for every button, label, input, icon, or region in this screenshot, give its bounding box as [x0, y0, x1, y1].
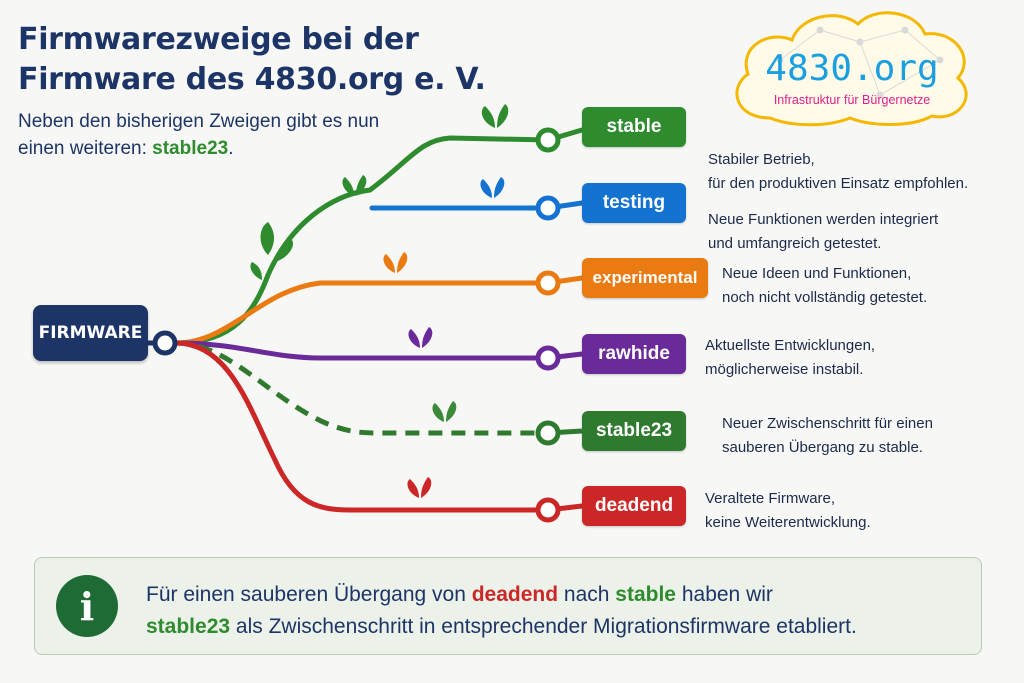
info-highlight-stable23: stable23 [146, 615, 231, 638]
logo-cloud [735, 11, 968, 127]
branch-desc-line: Neue Ideen und Funktionen, [722, 265, 912, 282]
branch-node-experimental [535, 270, 561, 296]
branch-label-deadend: deadend [582, 486, 686, 526]
branch-desc-testing: Neue Funktionen werden integriert und um… [708, 208, 938, 256]
intro-line2-suffix: . [228, 138, 234, 159]
intro-line1: Neben den bisherigen Zweigen gibt es nun [18, 111, 380, 132]
branch-desc-line: sauberen Übergang zu stable. [722, 439, 923, 456]
branch-desc-line: noch nicht vollständig getestet. [722, 289, 928, 306]
intro-highlight-stable23: stable23 [152, 138, 229, 159]
info-highlight-deadend: deadend [471, 583, 559, 606]
branch-node-stable23 [535, 420, 561, 446]
branch-line-rawhide [173, 340, 585, 361]
info-box [34, 557, 982, 655]
branch-desc-line: Aktuellste Entwicklungen, [705, 337, 876, 354]
info-text-part: nach [558, 583, 616, 606]
intro-line2-prefix: einen weiteren: [18, 138, 153, 159]
branch-line-experimental [173, 275, 585, 346]
branch-desc-stable23: Neuer Zwischenschritt für einen sauberen… [722, 412, 933, 460]
leaf-icon-experimental [383, 252, 408, 273]
branch-node-deadend [535, 497, 561, 523]
leaf-icon-stable23 [432, 401, 457, 422]
branch-node-testing [535, 195, 561, 221]
leaf-icon-deadend [407, 477, 432, 498]
root-node [152, 330, 178, 356]
branch-desc-deadend: Veraltete Firmware, keine Weiterentwickl… [705, 487, 871, 535]
info-text-part: haben wir [676, 583, 773, 606]
branch-node-rawhide [535, 345, 561, 371]
leaf-icon-stem-upper [342, 175, 367, 196]
leaf-icon-stable [481, 104, 509, 128]
info-text-part: als Zwischenschritt in entsprechender Mi… [230, 615, 857, 638]
branch-label-stable23: stable23 [582, 411, 686, 451]
branch-desc-line: und umfangreich getestet. [708, 235, 882, 252]
branch-desc-experimental: Neue Ideen und Funktionen, noch nicht vo… [722, 262, 927, 310]
branch-desc-stable: Stabiler Betrieb, für den produktiven Ei… [708, 148, 968, 196]
logo-name: 4830.org [765, 48, 939, 89]
leaf-icon-stem-lower [250, 222, 294, 280]
page-title: Firmwarezweige bei der Firmware des 4830… [18, 20, 486, 100]
page-title-line1: Firmwarezweige bei der [18, 22, 419, 57]
branch-label-rawhide: rawhide [582, 334, 686, 374]
branch-label-stable: stable [582, 107, 686, 147]
branch-desc-line: möglicherweise instabil. [705, 361, 864, 378]
branch-desc-line: Neuer Zwischenschritt für einen [722, 415, 933, 432]
branch-desc-line: für den produktiven Einsatz empfohlen. [708, 175, 969, 192]
branch-desc-rawhide: Aktuellste Entwicklungen, möglicherweise… [705, 334, 875, 382]
branch-desc-line: keine Weiterentwicklung. [705, 514, 871, 531]
branch-desc-line: Stabiler Betrieb, [708, 151, 815, 168]
page-title-line2: Firmware des 4830.org e. V. [18, 62, 486, 97]
intro-text: Neben den bisherigen Zweigen gibt es nun… [18, 108, 379, 162]
logo-tagline: Infrastruktur für Bürgernetze [773, 93, 931, 107]
leaf-icon-rawhide [408, 327, 433, 348]
branch-label-experimental: experimental [582, 258, 708, 298]
info-text: Für einen sauberen Übergang von deadend … [146, 579, 857, 643]
branch-line-deadend [173, 340, 585, 513]
branch-label-testing: testing [582, 183, 686, 223]
branch-desc-line: Veraltete Firmware, [705, 490, 836, 507]
info-text-part: Für einen sauberen Übergang von [146, 583, 472, 606]
leaf-icon-testing [480, 177, 505, 198]
branch-desc-line: Neue Funktionen werden integriert [708, 211, 939, 228]
info-icon: i [56, 575, 118, 637]
info-highlight-stable: stable [615, 583, 676, 606]
branch-node-stable [535, 127, 561, 153]
branch-line-stable23 [175, 340, 548, 436]
firmware-root-box: FIRMWARE [33, 305, 148, 361]
